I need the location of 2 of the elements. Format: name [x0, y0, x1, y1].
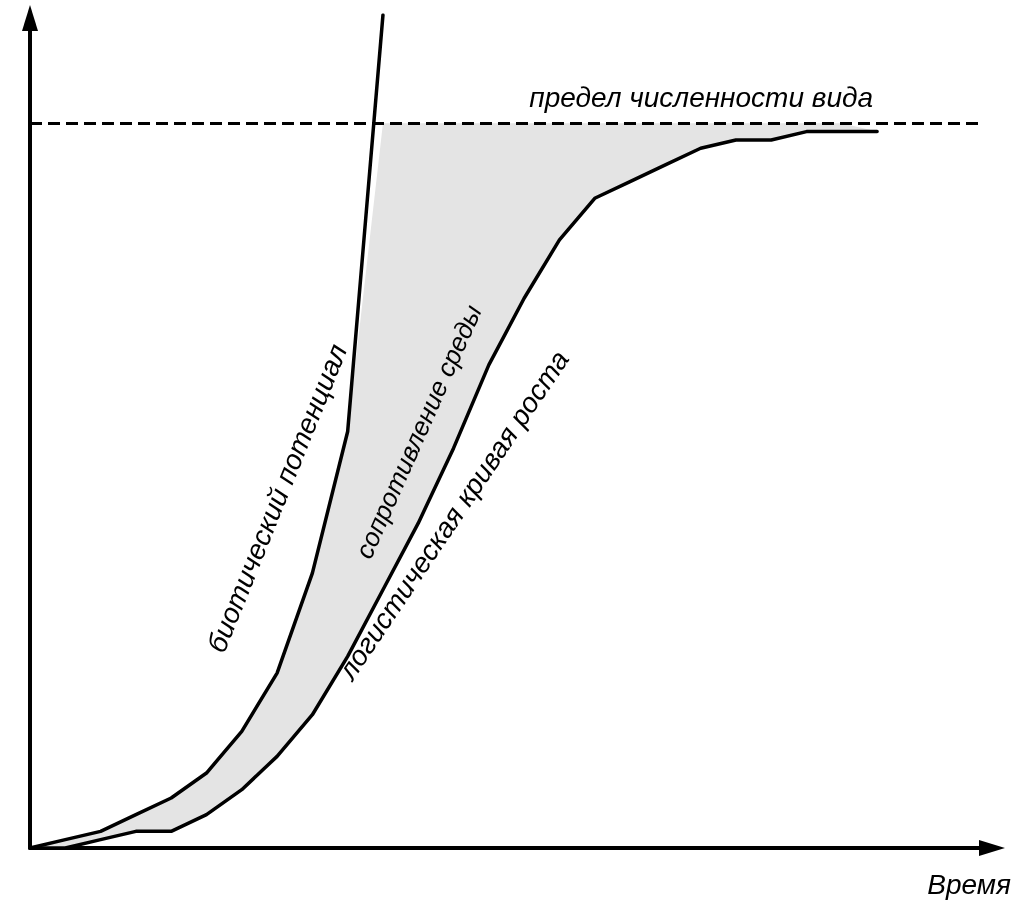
ref-line-label: предел численности вида: [529, 81, 873, 113]
x-axis-title: Время: [927, 868, 1012, 900]
